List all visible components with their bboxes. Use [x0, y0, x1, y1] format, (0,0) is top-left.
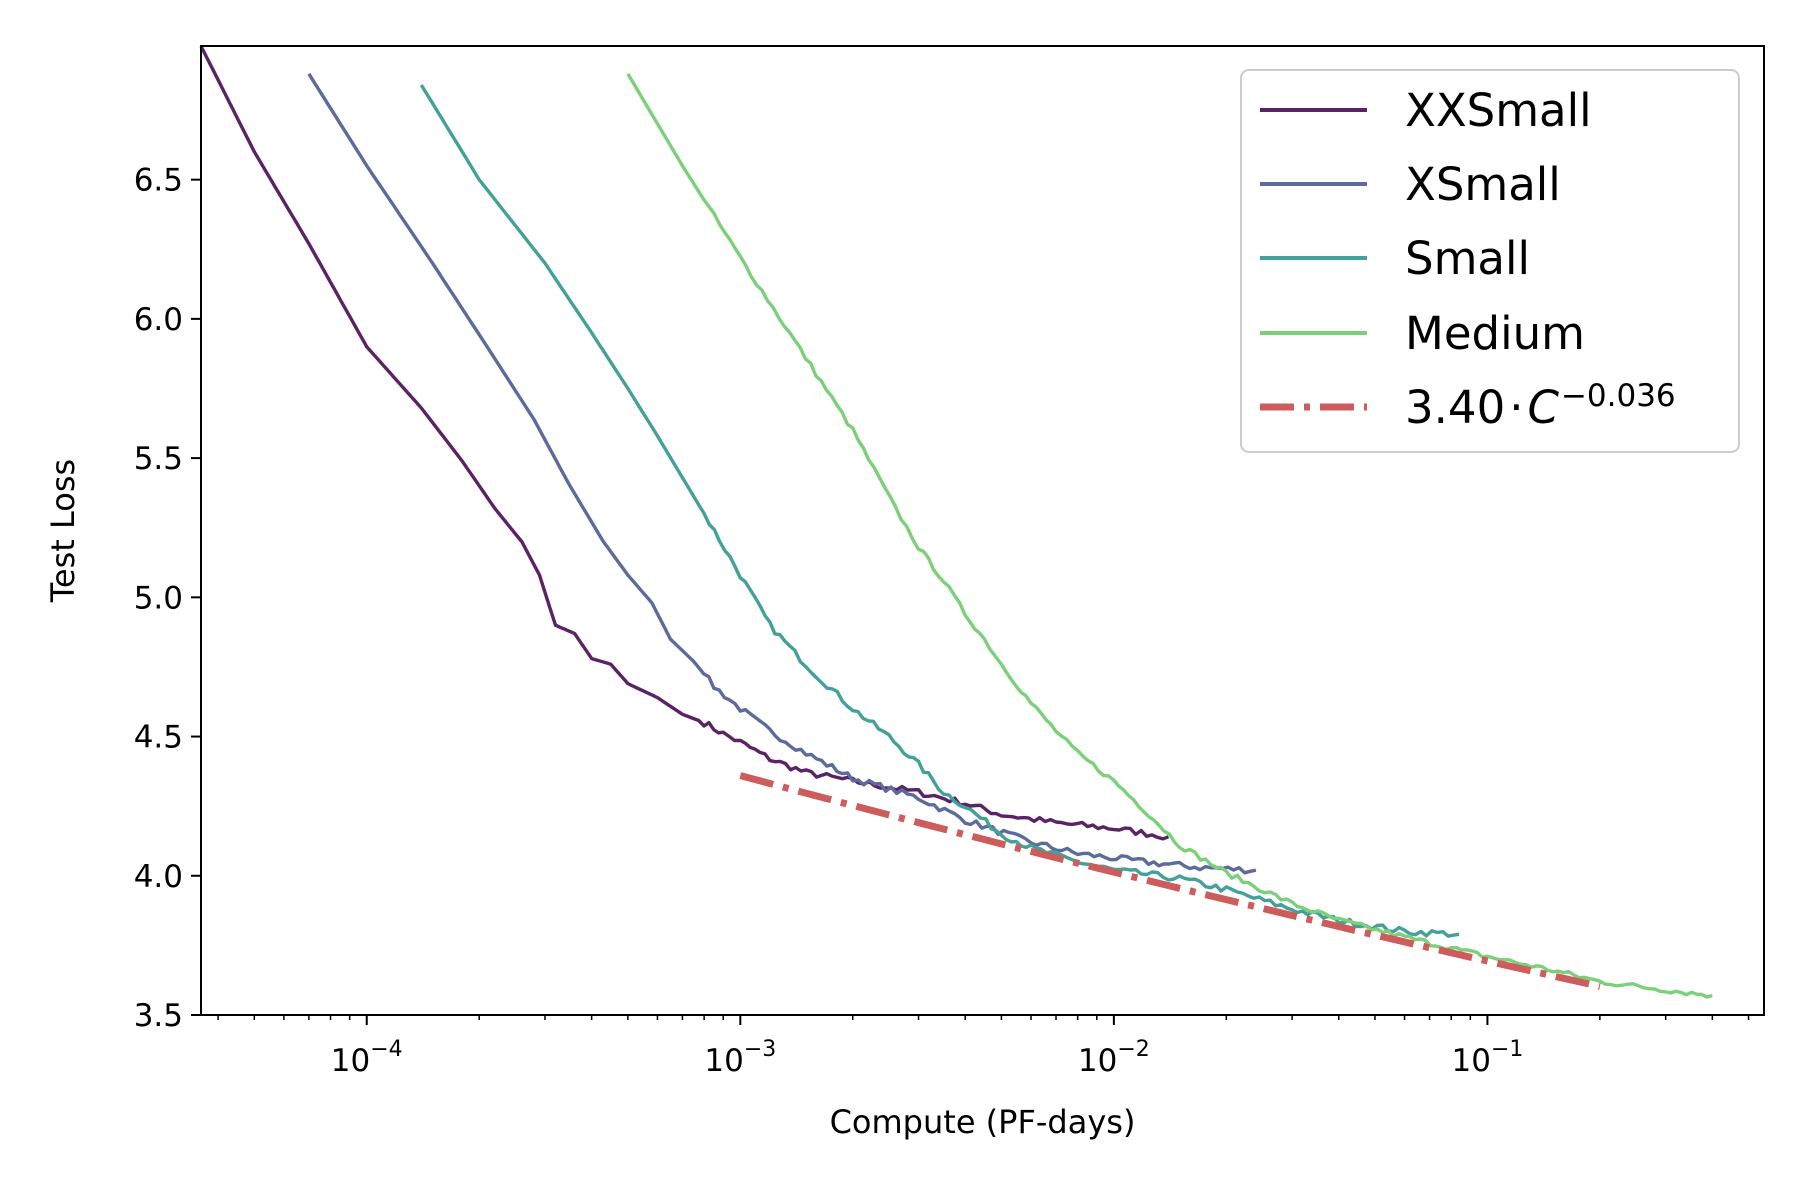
- fit-layer: [739, 772, 1601, 990]
- legend: XXSmall XSmall Small Medium 3.40·C−0.036: [1240, 69, 1740, 453]
- x-tick-label: 10−3: [704, 1037, 776, 1079]
- x-tick-label: 10−4: [331, 1037, 403, 1079]
- y-tick-label: 5.5: [134, 441, 183, 477]
- legend-box: [1240, 69, 1740, 453]
- y-tick-label: 4.0: [134, 859, 183, 895]
- y-tick-label: 6.5: [134, 163, 183, 199]
- series-layer: [199, 45, 1713, 999]
- fit-coefficient: 3.40: [1405, 381, 1505, 434]
- series-line-medium: [626, 72, 1713, 999]
- series-line-small: [419, 84, 1460, 938]
- x-tick-label: 10−2: [1078, 1037, 1150, 1079]
- legend-label-fit: 3.40·C−0.036: [1405, 378, 1676, 434]
- y-tick-label: 4.5: [134, 720, 183, 756]
- fit-line: [739, 772, 1601, 990]
- x-axis-ticks: 10−4 10−3 10−2 10−1: [217, 1015, 1750, 1079]
- fit-exponent: −0.036: [1561, 378, 1676, 414]
- legend-label-medium: Medium: [1405, 307, 1585, 360]
- y-tick-label: 5.0: [134, 580, 183, 616]
- legend-label-small: Small: [1405, 232, 1530, 285]
- legend-label-xsmall: XSmall: [1405, 158, 1561, 211]
- legend-label-xxsmall: XXSmall: [1405, 84, 1592, 137]
- series-line-xxsmall: [199, 45, 1170, 841]
- series-line-xsmall: [307, 72, 1257, 875]
- y-axis-ticks: 3.5 4.0 4.5 5.0 5.5 6.0 6.5: [134, 163, 201, 1034]
- x-axis-label: Compute (PF-days): [830, 1103, 1136, 1141]
- fit-dot: ·: [1509, 381, 1523, 434]
- fit-variable: C: [1528, 381, 1560, 434]
- plot-frame: [200, 45, 1765, 1016]
- y-tick-label: 3.5: [134, 998, 183, 1034]
- x-tick-label: 10−1: [1451, 1037, 1523, 1079]
- y-tick-label: 6.0: [134, 302, 183, 338]
- y-axis-label: Test Loss: [44, 459, 82, 603]
